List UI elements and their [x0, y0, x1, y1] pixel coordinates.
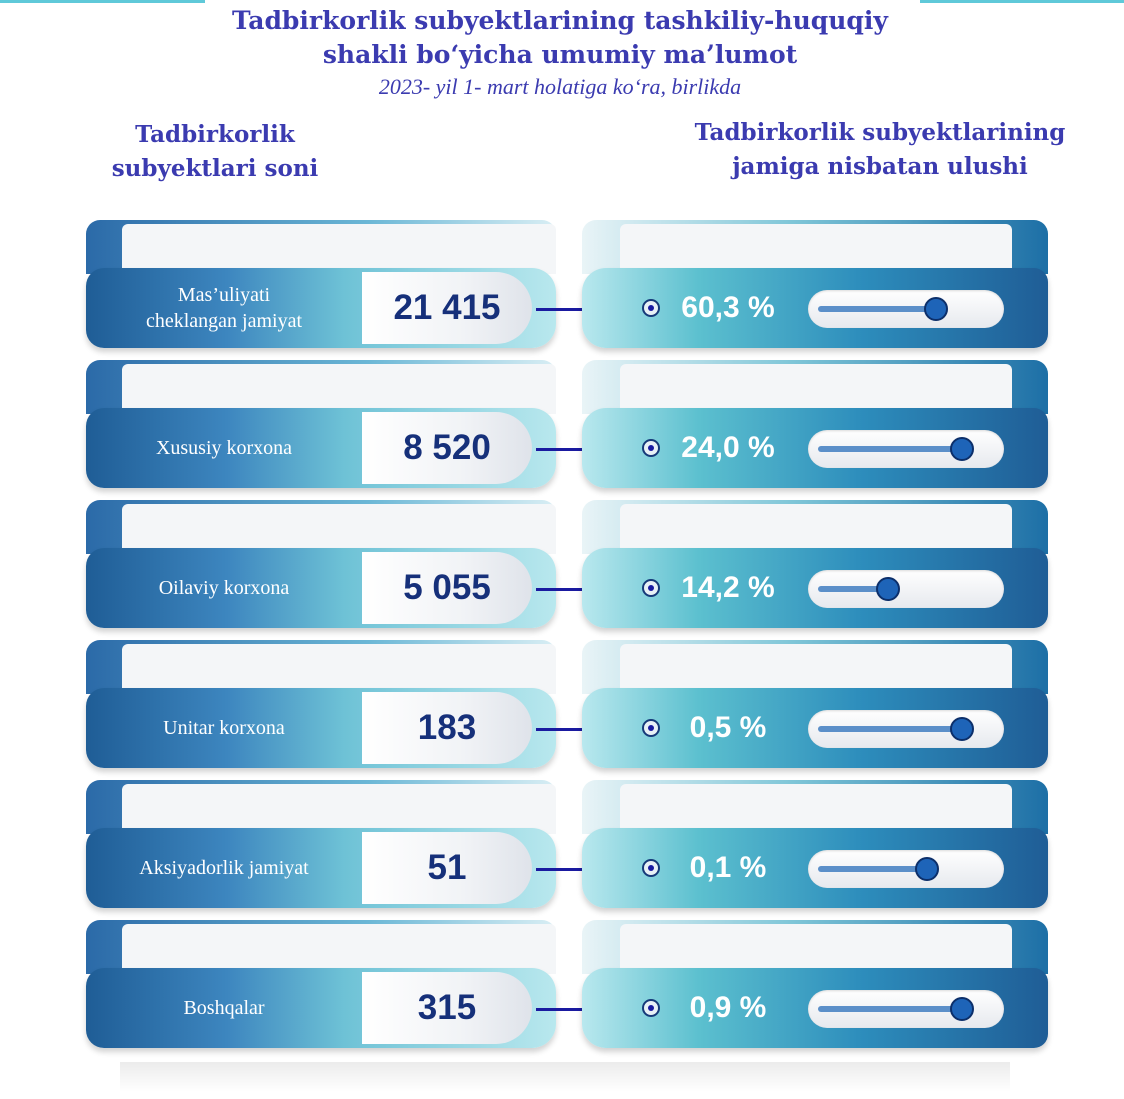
category-label: Xususiy korxona — [86, 408, 362, 488]
share-slider-track — [808, 710, 1004, 748]
ribbon-inner-left — [122, 504, 556, 554]
top-accent-line-left — [0, 0, 205, 3]
chart-title: Tadbirkorlik subyektlarining tashkiliy-h… — [180, 4, 940, 72]
connector-marker-icon — [642, 439, 660, 457]
data-row: Unitar korxona 183 0,5 % — [0, 640, 1124, 772]
data-row: Mas’uliyati cheklangan jamiyat 21 415 60… — [0, 220, 1124, 352]
count-value: 5 055 — [362, 552, 532, 624]
share-value: 0,1 % — [689, 851, 767, 884]
right-column-header: Tadbirkorlik subyektlarining jamiga nisb… — [670, 116, 1090, 184]
ribbon-inner-left — [122, 364, 556, 414]
share-slider-knob — [876, 577, 900, 601]
count-value: 8 520 — [362, 412, 532, 484]
share-value: 14,2 % — [681, 571, 775, 604]
share-value: 24,0 % — [681, 431, 775, 464]
data-row: Oilaviy korxona 5 055 14,2 % — [0, 500, 1124, 632]
category-label: Boshqalar — [86, 968, 362, 1048]
share-value: 0,5 % — [689, 711, 767, 744]
bottom-shadow — [120, 1062, 1010, 1092]
share-slider-fill — [818, 586, 888, 592]
left-column-header: Tadbirkorlik subyektlari soni — [70, 118, 360, 186]
count-value: 51 — [362, 832, 532, 904]
ribbon-inner-left — [122, 924, 556, 974]
category-label-line-1: Aksiyadorlik jamiyat — [139, 857, 309, 879]
share-slider-knob — [915, 857, 939, 881]
connector-marker-icon — [642, 719, 660, 737]
share-slider-track — [808, 430, 1004, 468]
share-slider-fill — [818, 446, 962, 452]
share-slider-fill — [818, 726, 962, 732]
count-value: 183 — [362, 692, 532, 764]
title-line-1: Tadbirkorlik subyektlarining tashkiliy-h… — [232, 6, 888, 35]
connector-marker-icon — [642, 999, 660, 1017]
right-header-line-2: jamiga nisbatan ulushi — [732, 153, 1028, 180]
share-slider-fill — [818, 1006, 962, 1012]
category-label: Mas’uliyati cheklangan jamiyat — [86, 268, 362, 348]
right-header-line-1: Tadbirkorlik subyektlarining — [694, 119, 1066, 146]
ribbon-inner-left — [122, 224, 556, 274]
connector-marker-icon — [642, 859, 660, 877]
ribbon-inner-right — [620, 924, 1012, 974]
connector-marker-icon — [642, 299, 660, 317]
share-slider-knob — [950, 437, 974, 461]
category-label-line-1: Boshqalar — [183, 997, 265, 1019]
ribbon-inner-right — [620, 784, 1012, 834]
count-value: 315 — [362, 972, 532, 1044]
share-slider-knob — [924, 297, 948, 321]
top-accent-line-right — [920, 0, 1124, 3]
category-label: Unitar korxona — [86, 688, 362, 768]
chart-subtitle: 2023- yil 1- mart holatiga ko‘ra, birlik… — [378, 74, 742, 99]
share-slider-knob — [950, 717, 974, 741]
data-row: Boshqalar 315 0,9 % — [0, 920, 1124, 1052]
share-slider-track — [808, 290, 1004, 328]
ribbon-inner-left — [122, 784, 556, 834]
category-label-line-1: Mas’uliyati — [177, 284, 271, 306]
ribbon-inner-right — [620, 504, 1012, 554]
ribbon-inner-left — [122, 644, 556, 694]
share-slider-track — [808, 570, 1004, 608]
ribbon-inner-right — [620, 644, 1012, 694]
share-slider-knob — [950, 997, 974, 1021]
ribbon-inner-right — [620, 224, 1012, 274]
category-label-line-1: Oilaviy korxona — [158, 577, 290, 599]
title-line-2: shakli bo‘yicha umumiy ma’lumot — [322, 40, 798, 69]
share-slider-track — [808, 990, 1004, 1028]
count-value: 21 415 — [362, 272, 532, 344]
share-value: 0,9 % — [689, 991, 767, 1024]
share-slider-fill — [818, 306, 936, 312]
data-row: Aksiyadorlik jamiyat 51 0,1 % — [0, 780, 1124, 912]
share-slider-track — [808, 850, 1004, 888]
ribbon-inner-right — [620, 364, 1012, 414]
share-slider-fill — [818, 866, 927, 872]
share-value: 60,3 % — [681, 291, 775, 324]
category-label-line-1: Unitar korxona — [163, 717, 285, 739]
left-header-line-1: Tadbirkorlik — [135, 121, 295, 148]
category-label-line-1: Xususiy korxona — [155, 437, 293, 459]
left-header-line-2: subyektlari soni — [111, 155, 319, 182]
category-label-line-2: cheklangan jamiyat — [145, 310, 303, 332]
category-label: Aksiyadorlik jamiyat — [86, 828, 362, 908]
category-label: Oilaviy korxona — [86, 548, 362, 628]
data-row: Xususiy korxona 8 520 24,0 % — [0, 360, 1124, 492]
connector-marker-icon — [642, 579, 660, 597]
